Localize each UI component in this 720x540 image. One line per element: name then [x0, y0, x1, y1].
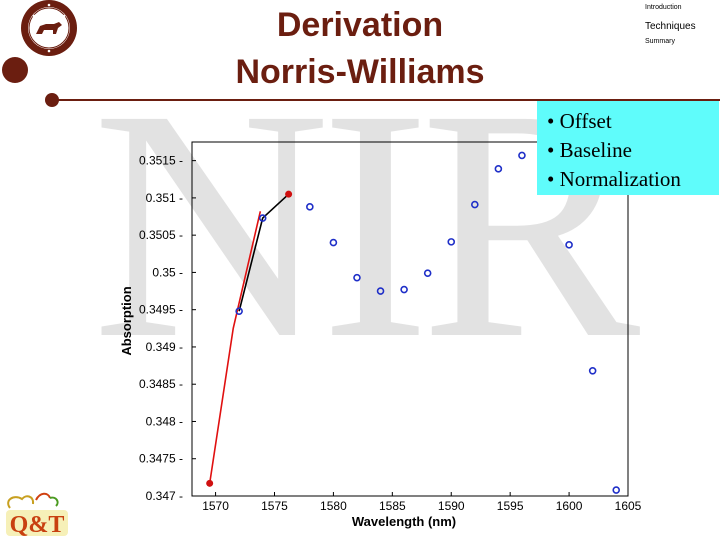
data-point — [518, 151, 526, 160]
series-line-derivative-gap — [238, 193, 290, 312]
data-point — [612, 486, 621, 494]
data-point — [423, 269, 432, 277]
data-point — [588, 366, 597, 375]
data-point — [353, 273, 361, 282]
university-seal-logo — [21, 0, 77, 56]
data-point — [471, 200, 479, 209]
x-tick-label: 1605 — [615, 499, 642, 513]
x-tick-label: 1580 — [320, 499, 347, 513]
x-axis-label: Wavelength (nm) — [352, 514, 456, 529]
endpoint-dot — [206, 479, 214, 487]
data-point — [258, 214, 267, 222]
callout-item-offset: • Offset — [547, 109, 612, 133]
data-point — [306, 203, 314, 211]
y-tick-label: 0.3475 - — [139, 452, 183, 466]
qt-logo: Q&T — [0, 490, 74, 540]
y-tick-label: 0.347 - — [146, 489, 183, 503]
plot-frame — [191, 141, 629, 497]
header-rule — [52, 99, 720, 101]
callout-item-baseline: • Baseline — [547, 138, 632, 162]
y-axis-label: Absorption — [119, 286, 134, 355]
decorative-dot-large — [2, 57, 28, 83]
y-tick-label: 0.349 - — [146, 340, 183, 354]
x-tick-label: 1590 — [438, 499, 465, 513]
x-tick-label: 1595 — [497, 499, 524, 513]
y-tick-label: 0.3505 - — [139, 228, 183, 242]
y-tick-label: 0.348 - — [146, 414, 183, 428]
endpoint-dot — [285, 190, 293, 198]
x-tick-label: 1570 — [202, 499, 229, 513]
title-line-2: Norris-Williams — [235, 53, 485, 91]
nav-item-techniques[interactable]: Techniques — [645, 21, 696, 32]
page-title: Derivation Norris-Williams — [180, 2, 540, 96]
data-point — [400, 285, 408, 294]
y-tick-label: 0.3495 - — [139, 303, 183, 317]
y-tick-label: 0.3485 - — [139, 377, 183, 391]
nav-item-summary[interactable]: Summary — [645, 38, 675, 45]
data-point — [235, 307, 243, 315]
y-tick-label: 0.3515 - — [139, 154, 183, 168]
x-tick-label: 1600 — [556, 499, 583, 513]
qt-logo-text: Q&T — [10, 512, 65, 538]
data-point — [447, 238, 456, 246]
x-tick-label: 1585 — [379, 499, 406, 513]
data-point — [376, 287, 385, 295]
data-point — [329, 238, 338, 247]
title-line-1: Derivation — [276, 6, 444, 44]
callout-item-normalization: • Normalization — [547, 167, 681, 191]
data-point — [565, 241, 573, 249]
x-tick-label: 1575 — [261, 499, 288, 513]
data-point — [494, 165, 503, 173]
y-tick-label: 0.351 - — [146, 191, 183, 205]
section-nav: Introduction Techniques Summary — [645, 4, 696, 45]
y-tick-label: 0.35 - — [152, 265, 183, 279]
normalization-callout: • Offset • Baseline • Normalization — [537, 101, 719, 195]
series-line-smoothed-fit — [208, 211, 262, 484]
nav-item-introduction[interactable]: Introduction — [645, 4, 682, 11]
